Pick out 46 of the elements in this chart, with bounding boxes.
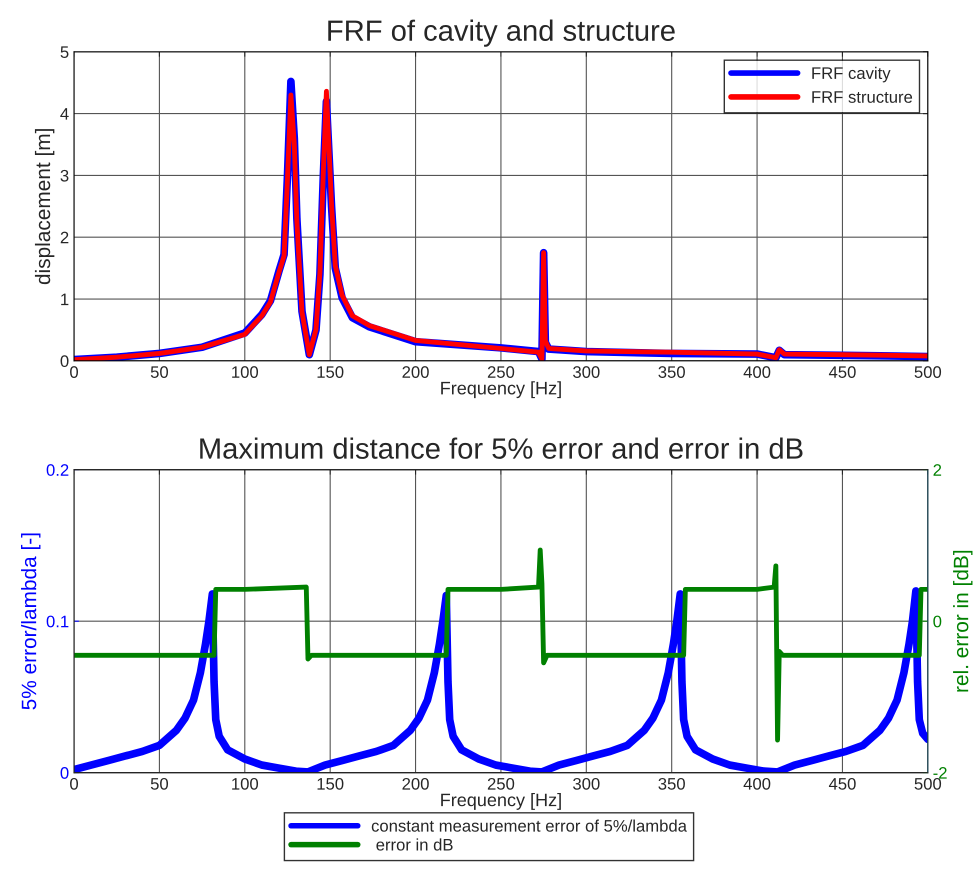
y-tick-label: 2 [60, 232, 68, 244]
x-axis-title: Frequency [Hz] [441, 793, 561, 810]
y-axis-title: displacement [m] [34, 129, 54, 284]
y-tick-label: 1 [61, 294, 68, 306]
x-tick-label: 450 [828, 778, 856, 790]
y-tick-label: 0.2 [46, 464, 68, 476]
x-tick-label: 100 [232, 366, 258, 378]
x-tick-label: 350 [658, 366, 685, 378]
x-tick-label: 150 [318, 366, 344, 378]
x-tick-label: 150 [318, 778, 344, 790]
x-tick-label: 400 [744, 366, 770, 378]
y2-tick-label: 2 [934, 464, 942, 476]
x-tick-label: 0 [70, 366, 78, 378]
chart-title: FRF of cavity and structure [328, 20, 675, 47]
y-tick-label: 0 [60, 355, 69, 368]
y-axis-title: 5% error/lambda [-] [21, 534, 40, 710]
x-tick-label: 500 [914, 778, 942, 790]
y2-tick-label: 0 [933, 616, 942, 628]
x-tick-label: 250 [488, 778, 514, 790]
x-tick-label: 200 [402, 778, 429, 790]
y-tick-label: 0.1 [46, 616, 68, 628]
y-tick-label: 0 [60, 767, 69, 779]
x-tick-label: 300 [573, 366, 600, 378]
y-tick-label: 5 [60, 46, 68, 58]
y2-axis-title: rel. error in [dB] [953, 550, 972, 692]
legend-label: FRF cavity [812, 66, 891, 82]
chart-title: Maximum distance for 5% error and error in dB [200, 437, 803, 459]
line-series [74, 548, 928, 743]
x-axis-title: Frequency [Hz] [441, 381, 561, 398]
y2-tick-label: -2 [933, 767, 947, 779]
x-tick-label: 350 [658, 778, 685, 790]
x-tick-label: 450 [828, 366, 856, 378]
legend-label: constant measurement error of 5%/lambda [372, 820, 687, 832]
y-tick-label: 3 [60, 170, 68, 182]
x-tick-label: 100 [232, 778, 258, 790]
legend-label: FRF structure [812, 91, 912, 103]
x-tick-label: 50 [150, 366, 168, 378]
x-tick-label: 400 [744, 778, 770, 790]
x-tick-label: 250 [488, 366, 514, 378]
x-tick-label: 0 [70, 778, 78, 790]
x-tick-label: 50 [150, 778, 168, 790]
legend-label: error in dB [376, 838, 453, 851]
x-tick-label: 500 [914, 366, 942, 378]
y-tick-label: 4 [60, 108, 69, 120]
x-tick-label: 300 [573, 778, 600, 790]
x-tick-label: 200 [402, 366, 429, 378]
